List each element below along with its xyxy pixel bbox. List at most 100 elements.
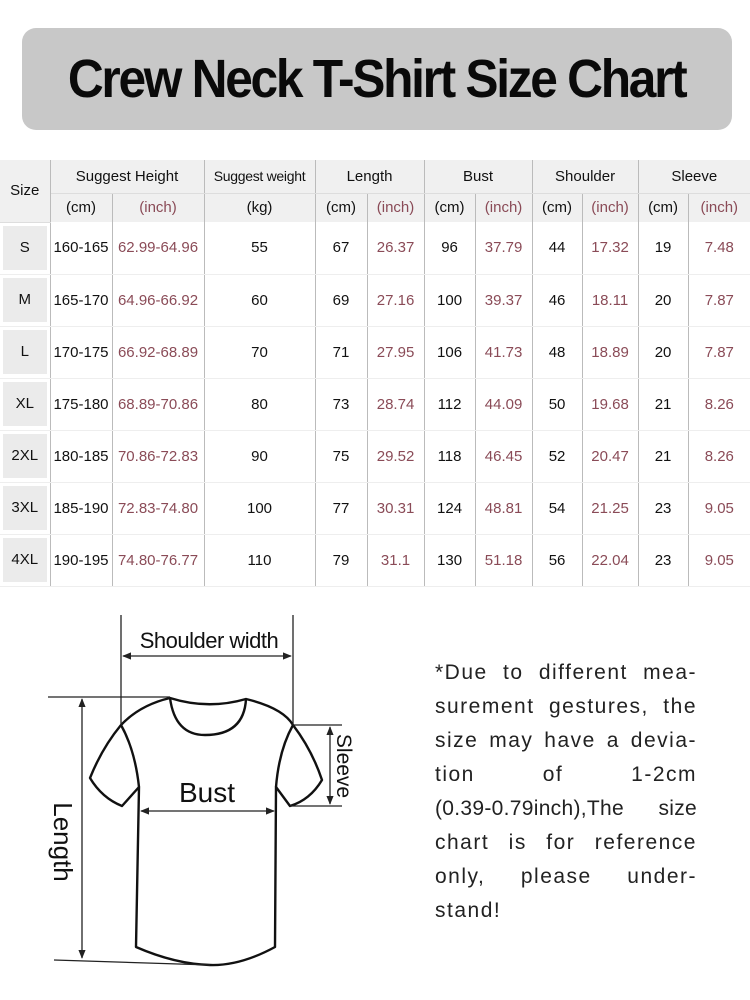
value-cell: 130 (424, 534, 476, 587)
note-line: (0.39-0.79inch),The size (435, 797, 697, 820)
title-banner: Crew Neck T-Shirt Size Chart (22, 28, 732, 130)
unit-header: (cm) (638, 193, 689, 222)
note-line: stand! (435, 899, 502, 922)
table-row: 3XL 185-190 72.83-74.80 100 77 30.31 124 48.81 5… (0, 482, 750, 535)
value-cell: 46 (532, 274, 583, 327)
header-row-groups: Size Suggest Height Suggest weight Lengt… (0, 160, 750, 223)
value-cell: 71 (315, 326, 368, 379)
value-cell: 44.09 (475, 378, 533, 431)
length-label: Length (48, 802, 78, 882)
value-cell: 73 (315, 378, 368, 431)
value-cell: 160-165 (50, 222, 113, 275)
tshirt-measurement-diagram: Shoulder width Bust Length Sleeve (48, 615, 355, 967)
value-cell: 7.87 (688, 326, 750, 379)
bust-label: Bust (179, 777, 235, 808)
group-header: Length (315, 160, 425, 194)
table-row: S 160-165 62.99-64.96 55 67 26.37 96 37.79 44 17.… (0, 222, 750, 275)
value-cell: 27.95 (367, 326, 425, 379)
size-cell: XL (0, 378, 51, 431)
value-cell: 100 (424, 274, 476, 327)
value-cell: 180-185 (50, 430, 113, 483)
value-cell: 30.31 (367, 482, 425, 535)
value-cell: 60 (204, 274, 316, 327)
value-cell: 18.11 (582, 274, 639, 327)
size-label: S (2, 226, 47, 270)
tshirt-outline (88, 696, 324, 967)
table-row: XL 175-180 68.89-70.86 80 73 28.74 112 44.09 50 1… (0, 378, 750, 431)
unit-header: (inch) (367, 193, 425, 222)
value-cell: 21 (638, 430, 689, 483)
value-cell: 23 (638, 534, 689, 587)
unit-header: (inch) (475, 193, 533, 222)
value-cell: 17.32 (582, 222, 639, 275)
unit-header: (inch) (688, 193, 750, 222)
value-cell: 77 (315, 482, 368, 535)
value-cell: 52 (532, 430, 583, 483)
value-cell: 19.68 (582, 378, 639, 431)
group-header: Suggest weight (204, 160, 316, 194)
value-cell: 64.96-66.92 (112, 274, 205, 327)
size-label: 2XL (2, 434, 47, 478)
value-cell: 20 (638, 326, 689, 379)
value-cell: 90 (204, 430, 316, 483)
unit-header: (cm) (532, 193, 583, 222)
value-cell: 80 (204, 378, 316, 431)
size-chart-table: Size Suggest Height Suggest weight Lengt… (0, 160, 750, 587)
value-cell: 41.73 (475, 326, 533, 379)
value-cell: 31.1 (367, 534, 425, 587)
size-cell: 4XL (0, 534, 51, 587)
value-cell: 72.83-74.80 (112, 482, 205, 535)
value-cell: 48 (532, 326, 583, 379)
value-cell: 56 (532, 534, 583, 587)
note-line: size may have a devia- (435, 729, 697, 752)
table-row: 4XL 190-195 74.80-76.77 110 79 31.1 130 51.18 56… (0, 534, 750, 587)
size-label: M (2, 278, 47, 322)
value-cell: 46.45 (475, 430, 533, 483)
measurement-note: *Due to different mea- surement gestures… (435, 656, 697, 928)
size-header: Size (0, 160, 51, 223)
value-cell: 21 (638, 378, 689, 431)
value-cell: 70 (204, 326, 316, 379)
value-cell: 110 (204, 534, 316, 587)
value-cell: 79 (315, 534, 368, 587)
unit-header: (cm) (315, 193, 368, 222)
value-cell: 19 (638, 222, 689, 275)
size-cell: L (0, 326, 51, 379)
value-cell: 28.74 (367, 378, 425, 431)
value-cell: 96 (424, 222, 476, 275)
unit-header: (cm) (424, 193, 476, 222)
value-cell: 74.80-76.77 (112, 534, 205, 587)
value-cell: 51.18 (475, 534, 533, 587)
value-cell: 22.04 (582, 534, 639, 587)
value-cell: 66.92-68.89 (112, 326, 205, 379)
value-cell: 62.99-64.96 (112, 222, 205, 275)
measurement-lines (48, 615, 342, 966)
value-cell: 70.86-72.83 (112, 430, 205, 483)
value-cell: 20.47 (582, 430, 639, 483)
size-cell: M (0, 274, 51, 327)
value-cell: 170-175 (50, 326, 113, 379)
group-header: Bust (424, 160, 533, 194)
value-cell: 48.81 (475, 482, 533, 535)
value-cell: 39.37 (475, 274, 533, 327)
value-cell: 106 (424, 326, 476, 379)
value-cell: 20 (638, 274, 689, 327)
value-cell: 69 (315, 274, 368, 327)
size-label: 4XL (2, 538, 47, 582)
value-cell: 21.25 (582, 482, 639, 535)
value-cell: 68.89-70.86 (112, 378, 205, 431)
value-cell: 175-180 (50, 378, 113, 431)
group-header: Suggest Height (50, 160, 205, 194)
value-cell: 27.16 (367, 274, 425, 327)
value-cell: 67 (315, 222, 368, 275)
value-cell: 23 (638, 482, 689, 535)
value-cell: 55 (204, 222, 316, 275)
value-cell: 18.89 (582, 326, 639, 379)
value-cell: 124 (424, 482, 476, 535)
value-cell: 44 (532, 222, 583, 275)
value-cell: 165-170 (50, 274, 113, 327)
shoulder-width-label: Shoulder width (140, 628, 279, 653)
table-row: 2XL 180-185 70.86-72.83 90 75 29.52 118 46.45 52… (0, 430, 750, 483)
value-cell: 26.37 (367, 222, 425, 275)
size-cell: 2XL (0, 430, 51, 483)
